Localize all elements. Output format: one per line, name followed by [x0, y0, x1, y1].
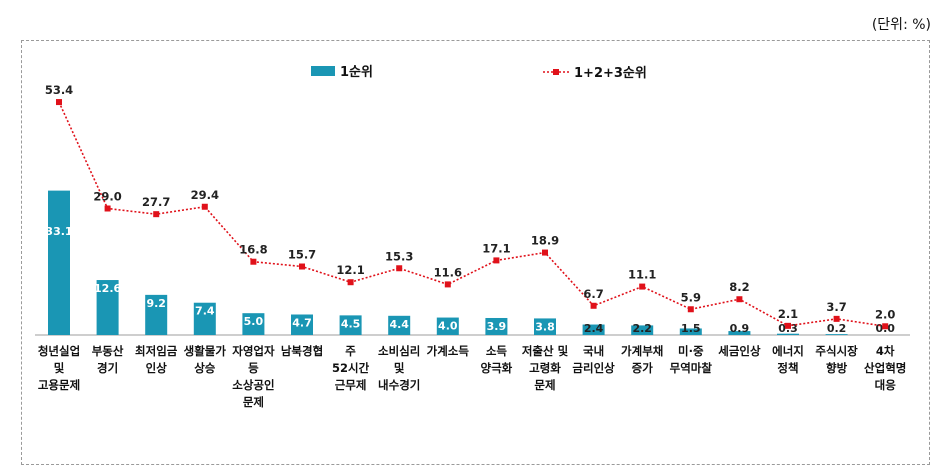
category-label: 가계부채 증가	[621, 344, 663, 375]
bar	[777, 333, 799, 335]
line-value-label: 15.7	[288, 248, 316, 262]
line-value-label: 2.1	[778, 307, 798, 321]
bar	[96, 280, 119, 335]
bar	[388, 315, 411, 335]
line-marker	[736, 296, 743, 303]
line-value-label: 6.7	[583, 287, 603, 301]
line-marker	[493, 257, 500, 264]
line-series: 53.4 29.0 27.7 29.4 16.8 15.7 12.1 15.3 11.6 17.1…	[45, 83, 895, 330]
bar	[825, 334, 848, 335]
line-value-label: 12.1	[336, 263, 364, 277]
bar-value-label: 12.6	[94, 282, 121, 295]
line-marker	[56, 99, 62, 106]
line-marker	[299, 263, 305, 270]
bar	[485, 317, 508, 335]
category-label: 남북경협	[281, 344, 323, 358]
legend-marker-swatch	[553, 69, 559, 75]
category-label: 청년실업 및 고용문제	[38, 344, 80, 392]
line-marker	[833, 315, 840, 322]
bar-value-label: 0.2	[827, 322, 847, 335]
line-marker	[785, 322, 791, 329]
legend-label-first-rank: 1순위	[340, 65, 373, 80]
category-label: 소득 양극화	[481, 344, 513, 375]
bar	[145, 294, 168, 335]
line-value-label: 18.9	[531, 234, 559, 248]
bar-value-label: 2.2	[632, 322, 652, 335]
bar	[679, 328, 702, 335]
line-value-label: 11.1	[628, 268, 656, 282]
legend: 1순위 1+2+3순위	[311, 65, 647, 81]
line-marker	[347, 279, 354, 286]
category-label: 자영업자 등 소상공인 문제	[232, 344, 275, 409]
bar-value-label: 33.1	[45, 225, 72, 238]
bar	[436, 317, 459, 335]
bar	[582, 324, 605, 335]
bar-value-label: 4.7	[292, 316, 312, 329]
bar-value-label: 4.5	[341, 317, 361, 330]
category-label: 생활물가 상승	[184, 344, 227, 375]
legend-label-total-rank: 1+2+3순위	[574, 66, 647, 81]
line-value-label: 29.0	[93, 190, 121, 204]
line-marker	[542, 249, 548, 256]
category-label: 소비심리 및 내수경기	[378, 344, 420, 392]
category-label: 국내 금리인상	[572, 344, 615, 375]
category-label: 세금인상	[718, 344, 761, 358]
bar-value-label: 5.0	[244, 315, 264, 328]
line-value-label: 16.8	[239, 243, 267, 257]
line-value-label: 2.0	[875, 307, 895, 321]
line-marker	[687, 306, 694, 313]
line-value-label: 11.6	[434, 265, 462, 279]
bar-value-label: 9.2	[146, 297, 166, 310]
line-value-label: 8.2	[729, 280, 749, 294]
category-label: 주 52시간 근무제	[332, 344, 370, 392]
line-marker	[590, 302, 597, 309]
line-value-label: 27.7	[142, 195, 170, 209]
bar-value-label: 1.5	[681, 322, 701, 335]
bar	[339, 315, 362, 335]
chart-frame	[21, 40, 930, 465]
bar	[291, 314, 313, 335]
bar	[193, 302, 216, 335]
line-marker	[201, 203, 208, 210]
category-label: 최저임금 인상	[135, 344, 178, 375]
unit-label: (단위: %)	[871, 17, 931, 33]
bar-value-label: 3.8	[535, 320, 555, 333]
bar-value-label: 4.4	[389, 318, 409, 331]
line-value-label: 3.7	[826, 300, 846, 314]
bar-value-label: 0.9	[730, 322, 750, 335]
bar-value-label: 2.4	[584, 322, 604, 335]
line-value-label: 5.9	[681, 290, 701, 304]
line-path	[58, 101, 886, 328]
category-label: 에너지 정책	[772, 344, 804, 375]
line-value-label: 17.1	[482, 241, 510, 255]
category-label: 부동산 경기	[92, 344, 124, 375]
line-marker	[250, 258, 257, 265]
bar	[242, 313, 265, 335]
bar	[728, 331, 751, 335]
bar	[48, 190, 70, 335]
line-marker	[882, 323, 889, 330]
category-label: 미·중 무역마찰	[670, 344, 713, 375]
category-label: 주식시장 향방	[815, 344, 858, 375]
bar-value-label: 7.4	[195, 305, 215, 318]
bar-value-label: 3.9	[487, 320, 507, 333]
bars: 33.1 12.6 9.2 7.4 5.0 4.7 4.5 4.4 4.0 3.9 3.8 2.4 2.…	[45, 190, 895, 335]
bar	[534, 318, 556, 335]
line-value-label: 15.3	[385, 249, 413, 263]
legend-bar-swatch	[311, 66, 335, 76]
bar	[631, 325, 654, 335]
line-marker	[639, 283, 646, 290]
category-label: 가계소득	[427, 344, 470, 358]
line-marker	[396, 265, 403, 272]
line-value-label: 53.4	[45, 83, 73, 97]
category-label: 4차 산업혁명 대응	[864, 344, 906, 392]
bar-value-label: 4.0	[438, 320, 458, 333]
line-marker	[444, 281, 451, 288]
category-label: 저출산 및 고령화 문제	[522, 344, 569, 392]
line-marker	[153, 211, 160, 218]
line-value-label: 29.4	[191, 188, 219, 202]
line-marker	[104, 205, 111, 212]
